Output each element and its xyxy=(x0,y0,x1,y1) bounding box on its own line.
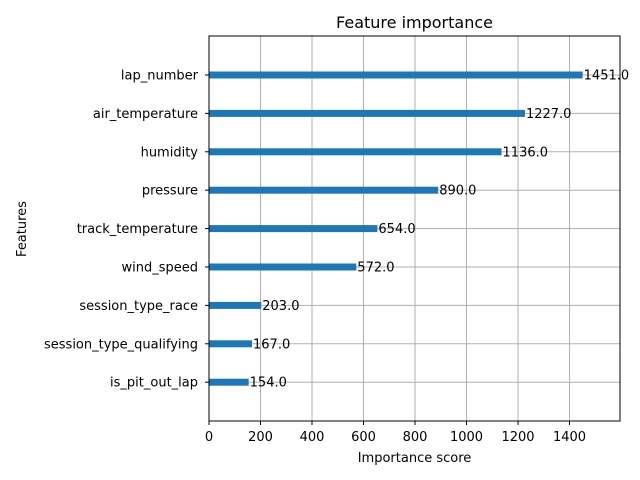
bars xyxy=(209,71,583,386)
y-tick-label: lap_number xyxy=(121,69,199,84)
bar-session_type_qualifying xyxy=(209,340,253,348)
labels: 0 200 400 600 800 1000 1200 1400 lap_number 1451.… xyxy=(44,69,629,446)
chart-title: Feature importance xyxy=(336,13,493,32)
bar-wind_speed xyxy=(209,263,357,271)
bar-value-label: 1451.0 xyxy=(584,69,630,84)
bar-value-label: 167.0 xyxy=(253,337,290,352)
y-tick-label: humidity xyxy=(141,145,199,160)
x-tick-label: 200 xyxy=(248,430,273,445)
x-tick-label: 0 xyxy=(205,430,213,445)
bar-value-label: 654.0 xyxy=(378,222,415,237)
x-tick-label: 1400 xyxy=(553,430,586,445)
x-axis-label: Importance score xyxy=(358,451,472,466)
bar-air_temperature xyxy=(209,109,525,117)
bar-track_temperature xyxy=(209,225,378,233)
y-axis-label: Features xyxy=(15,201,30,257)
y-tick-label: wind_speed xyxy=(121,261,198,276)
bar-value-label: 572.0 xyxy=(357,261,394,276)
bar-value-label: 1227.0 xyxy=(526,107,572,122)
bar-pressure xyxy=(209,186,439,194)
x-tick-label: 600 xyxy=(351,430,376,445)
bar-value-label: 890.0 xyxy=(439,184,476,199)
x-tick-label: 800 xyxy=(403,430,428,445)
bar-value-label: 1136.0 xyxy=(503,145,549,160)
axis-ticks xyxy=(205,74,571,425)
y-tick-label: is_pit_out_lap xyxy=(110,376,198,391)
bar-lap_number xyxy=(209,71,583,79)
y-tick-label: session_type_race xyxy=(79,299,198,314)
bar-session_type_race xyxy=(209,301,262,309)
bar-humidity xyxy=(209,148,502,156)
x-tick-label: 1000 xyxy=(450,430,483,445)
y-tick-label: pressure xyxy=(142,184,198,199)
bar-value-label: 154.0 xyxy=(250,376,287,391)
bar-value-label: 203.0 xyxy=(262,299,299,314)
y-tick-label: air_temperature xyxy=(93,107,198,122)
y-tick-label: session_type_qualifying xyxy=(44,337,198,352)
x-tick-label: 400 xyxy=(300,430,325,445)
y-tick-label: track_temperature xyxy=(77,222,198,237)
x-tick-label: 1200 xyxy=(501,430,534,445)
bar-is_pit_out_lap xyxy=(209,378,249,386)
